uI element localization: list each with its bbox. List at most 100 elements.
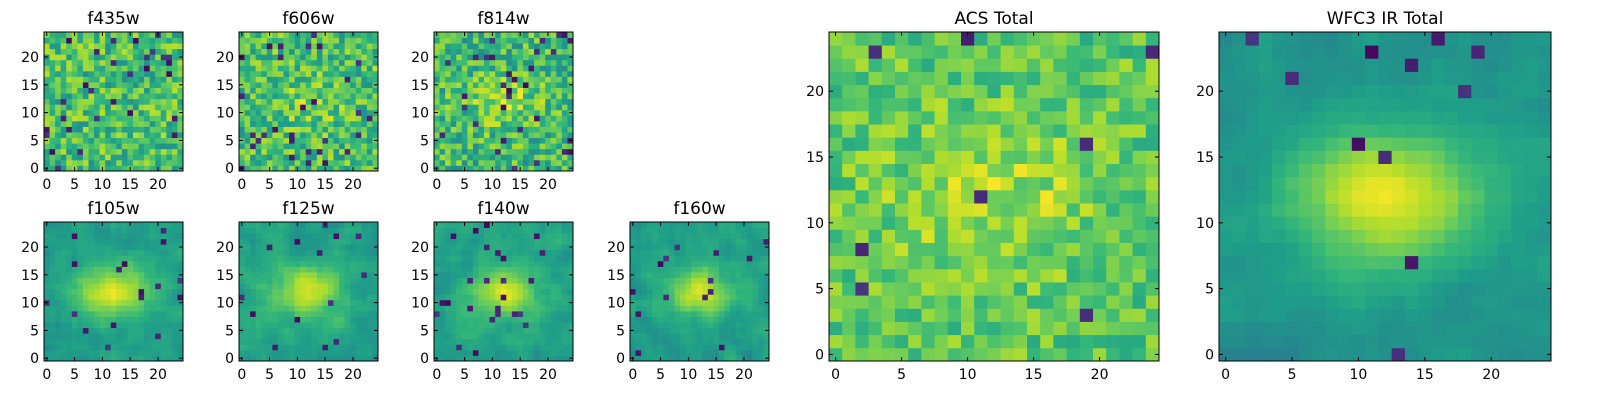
heatmap-cell <box>339 333 346 340</box>
heatmap-cell <box>121 338 128 345</box>
heatmap-cell <box>55 70 62 77</box>
heatmap-cell <box>445 148 452 155</box>
heatmap-cell <box>250 126 257 133</box>
heatmap-cell <box>646 222 653 228</box>
heatmap-cell <box>155 148 162 155</box>
heatmap-cell <box>94 48 100 55</box>
heatmap-cell <box>630 277 636 284</box>
heatmap-cell <box>680 272 686 278</box>
heatmap-cell <box>160 143 167 150</box>
heatmap-cell <box>110 260 117 267</box>
heatmap-cell <box>339 310 346 317</box>
heatmap-cell <box>539 98 546 105</box>
heatmap-cell <box>461 305 468 312</box>
heatmap-cell <box>657 305 664 312</box>
heatmap-cell <box>333 109 340 116</box>
heatmap-cell <box>60 272 67 278</box>
heatmap-cell <box>534 48 541 55</box>
heatmap-cell <box>305 43 312 50</box>
heatmap-cell <box>144 327 151 334</box>
heatmap-cell <box>674 288 681 295</box>
heatmap-cell <box>105 87 112 94</box>
heatmap-cell <box>641 272 648 278</box>
heatmap-cell <box>522 59 529 66</box>
heatmap-cell <box>500 316 507 323</box>
heatmap-cell <box>361 165 368 172</box>
heatmap-cell <box>881 295 896 309</box>
heatmap-cell <box>261 76 268 83</box>
heatmap-cell <box>1027 308 1041 322</box>
heatmap-cell <box>361 109 368 116</box>
heatmap-cell <box>1027 229 1041 243</box>
heatmap-cell <box>467 222 474 228</box>
heatmap-cell <box>322 109 329 116</box>
heatmap-cell <box>539 54 546 61</box>
heatmap-cell <box>66 288 73 295</box>
heatmap-cell <box>132 54 139 61</box>
heatmap-cell <box>71 137 78 144</box>
heatmap-cell <box>450 137 457 144</box>
heatmap-cell <box>71 227 78 234</box>
heatmap-cell <box>366 115 373 122</box>
heatmap-cell <box>255 338 262 345</box>
heatmap-cell <box>138 98 145 105</box>
heatmap-cell <box>539 227 546 234</box>
heatmap-cell <box>987 334 1001 349</box>
heatmap-cell <box>361 48 368 55</box>
heatmap-cell <box>478 260 485 267</box>
heatmap-cell <box>674 249 681 256</box>
heatmap-cell <box>528 255 535 262</box>
heatmap-cell <box>266 104 273 111</box>
heatmap-cell <box>339 266 346 273</box>
heatmap-cell <box>646 349 653 356</box>
heatmap-cell <box>1106 189 1120 204</box>
heatmap-cell <box>322 148 329 155</box>
heatmap-cell <box>327 137 334 144</box>
heatmap-cell <box>881 282 896 296</box>
heatmap-cell <box>322 260 329 267</box>
heatmap-cell <box>88 115 95 122</box>
heatmap-cell <box>316 355 323 362</box>
heatmap-cell <box>355 338 362 345</box>
heatmap-cell <box>344 137 351 144</box>
heatmap-cell <box>155 288 162 295</box>
heatmap-cell <box>88 37 95 44</box>
heatmap-cell <box>561 344 568 351</box>
heatmap-cell <box>545 310 552 317</box>
heatmap-cell <box>467 249 474 256</box>
heatmap-cell <box>71 126 78 133</box>
heatmap-cell <box>561 310 568 317</box>
heatmap-cell <box>534 148 541 155</box>
heatmap-cell <box>289 272 295 278</box>
heatmap-cell <box>60 120 67 127</box>
heatmap-cell <box>1106 295 1120 309</box>
heatmap-cell <box>77 143 84 150</box>
heatmap-cell <box>895 334 909 349</box>
heatmap-cell <box>1106 347 1120 362</box>
heatmap-cell <box>177 255 184 262</box>
heatmap-cell <box>116 93 123 100</box>
heatmap-cell <box>44 132 50 139</box>
heatmap-cell <box>99 109 106 116</box>
heatmap-cell <box>250 244 257 251</box>
heatmap-cell <box>895 347 909 362</box>
heatmap-cell <box>294 54 301 61</box>
heatmap-cell <box>489 43 496 50</box>
heatmap-cell <box>881 242 896 257</box>
heatmap-cell <box>344 244 351 251</box>
heatmap-cell <box>724 299 731 306</box>
heatmap-cell <box>467 355 474 362</box>
heatmap-cell <box>456 109 463 116</box>
heatmap-cell <box>300 37 307 44</box>
heatmap-cell <box>132 70 139 77</box>
heatmap-cell <box>255 260 262 267</box>
y-tick-label: 0 <box>420 161 429 177</box>
heatmap-cell <box>556 59 563 66</box>
heatmap-cell <box>456 349 463 356</box>
heatmap-cell <box>556 227 563 234</box>
heatmap-cell <box>132 154 139 161</box>
heatmap-cell <box>668 349 675 356</box>
heatmap-cell <box>517 322 524 329</box>
heatmap-cell <box>344 32 351 38</box>
heatmap-cell <box>522 154 529 161</box>
